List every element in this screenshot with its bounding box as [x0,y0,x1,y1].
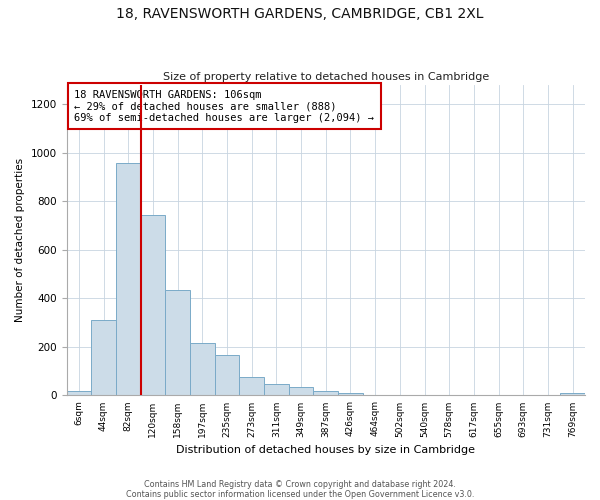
Bar [313,391,338,396]
Bar [239,377,264,396]
Bar [289,388,313,396]
Bar [140,215,165,396]
Bar [190,344,215,396]
Bar [338,394,363,396]
Title: Size of property relative to detached houses in Cambridge: Size of property relative to detached ho… [163,72,489,82]
Text: 18 RAVENSWORTH GARDENS: 106sqm
← 29% of detached houses are smaller (888)
69% of: 18 RAVENSWORTH GARDENS: 106sqm ← 29% of … [74,90,374,123]
Bar [215,356,239,396]
Bar [67,390,91,396]
Bar [560,394,585,396]
Text: 18, RAVENSWORTH GARDENS, CAMBRIDGE, CB1 2XL: 18, RAVENSWORTH GARDENS, CAMBRIDGE, CB1 … [116,8,484,22]
Bar [91,320,116,396]
Text: Contains HM Land Registry data © Crown copyright and database right 2024.
Contai: Contains HM Land Registry data © Crown c… [126,480,474,499]
X-axis label: Distribution of detached houses by size in Cambridge: Distribution of detached houses by size … [176,445,475,455]
Bar [264,384,289,396]
Bar [165,290,190,396]
Bar [116,162,140,396]
Y-axis label: Number of detached properties: Number of detached properties [15,158,25,322]
